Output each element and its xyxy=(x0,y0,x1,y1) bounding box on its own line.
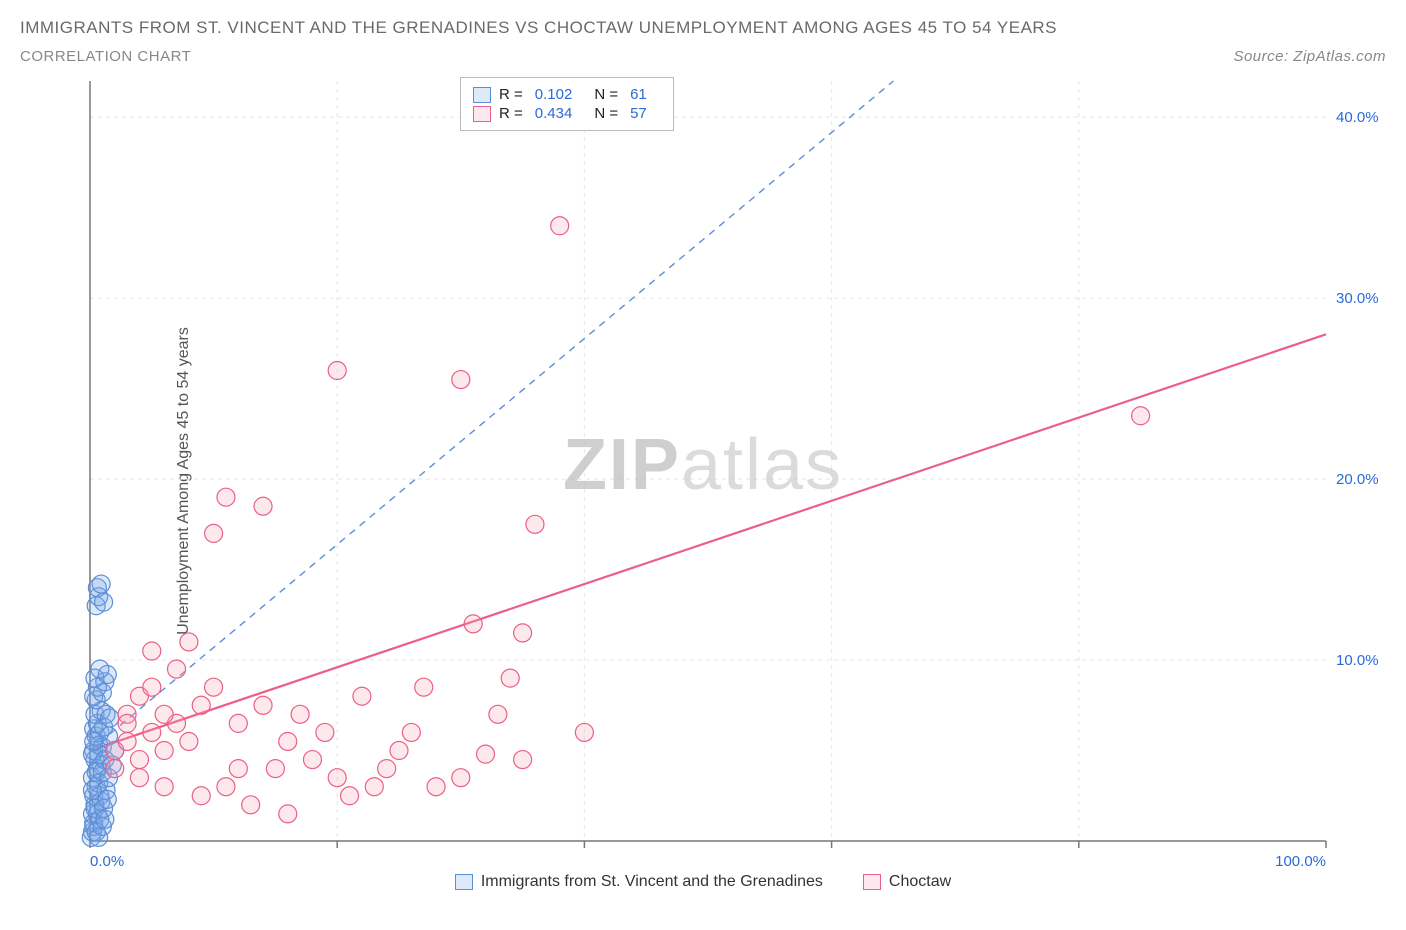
svg-text:20.0%: 20.0% xyxy=(1336,471,1379,488)
n-value: 61 xyxy=(630,86,647,103)
svg-text:30.0%: 30.0% xyxy=(1336,290,1379,307)
legend-item: Choctaw xyxy=(863,873,951,891)
r-label: R = xyxy=(499,105,523,122)
chart-title: IMMIGRANTS FROM ST. VINCENT AND THE GREN… xyxy=(20,18,1386,38)
correlation-legend: R = 0.102 N = 61 R = 0.434 N = 57 xyxy=(460,77,674,131)
legend-label: Choctaw xyxy=(889,873,951,891)
n-value: 57 xyxy=(630,105,647,122)
source-attribution: Source: ZipAtlas.com xyxy=(1233,48,1386,65)
n-label: N = xyxy=(594,86,618,103)
r-label: R = xyxy=(499,86,523,103)
legend-stat-row: R = 0.434 N = 57 xyxy=(473,105,661,122)
chart-container: IMMIGRANTS FROM ST. VINCENT AND THE GREN… xyxy=(0,0,1406,930)
legend-stat-row: R = 0.102 N = 61 xyxy=(473,86,661,103)
legend-item: Immigrants from St. Vincent and the Gren… xyxy=(455,873,823,891)
chart-area: Unemployment Among Ages 45 to 54 years 1… xyxy=(20,71,1386,891)
svg-text:10.0%: 10.0% xyxy=(1336,652,1379,669)
legend-swatch xyxy=(455,874,473,890)
subtitle-row: CORRELATION CHART Source: ZipAtlas.com xyxy=(20,48,1386,65)
legend-swatch xyxy=(473,87,491,103)
svg-text:0.0%: 0.0% xyxy=(90,853,124,870)
chart-subtitle: CORRELATION CHART xyxy=(20,48,191,65)
r-value: 0.102 xyxy=(535,86,573,103)
legend-swatch xyxy=(473,106,491,122)
legend-label: Immigrants from St. Vincent and the Gren… xyxy=(481,873,823,891)
series-legend: Immigrants from St. Vincent and the Gren… xyxy=(20,873,1386,891)
svg-text:40.0%: 40.0% xyxy=(1336,109,1379,126)
n-label: N = xyxy=(594,105,618,122)
r-value: 0.434 xyxy=(535,105,573,122)
svg-text:100.0%: 100.0% xyxy=(1275,853,1326,870)
scatter-plot: 10.0% 20.0% 30.0% 40.0% 0.0% 100.0% xyxy=(20,71,1386,891)
legend-swatch xyxy=(863,874,881,890)
